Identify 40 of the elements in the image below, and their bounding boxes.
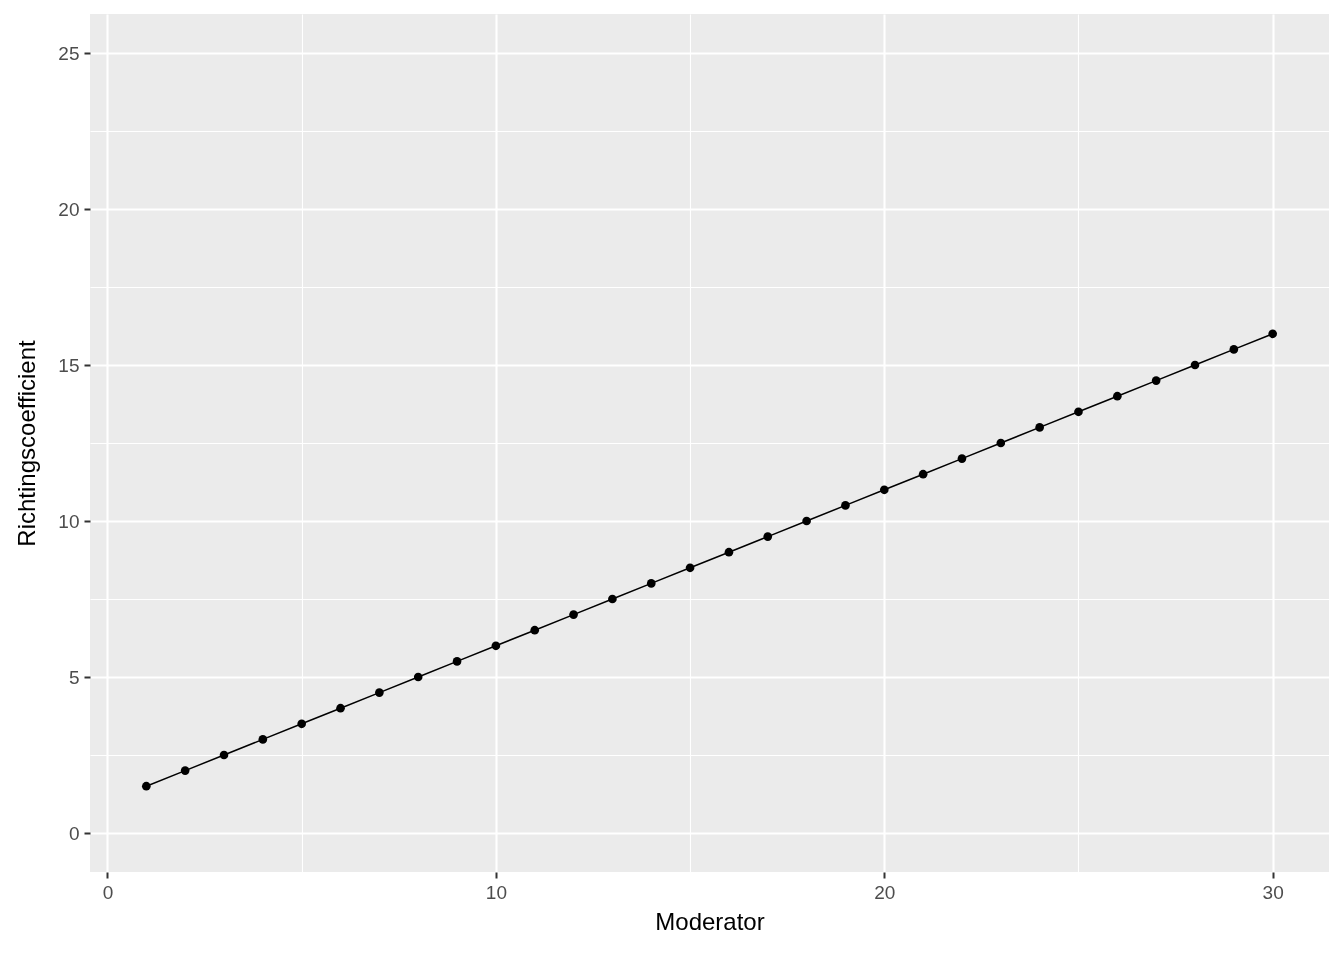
point [1074,407,1083,417]
point [297,719,307,729]
y-tick-label: 0 [68,822,80,844]
x-axis-title: Moderator [655,907,765,935]
point [336,703,345,713]
point [1035,423,1044,432]
point [996,438,1006,448]
y-tick-label: 15 [58,354,80,376]
point [141,781,151,791]
point [724,547,734,557]
y-tick-label: 20 [58,198,80,220]
point [452,657,462,666]
x-tick-label: 10 [485,881,507,903]
point [646,579,656,588]
point [608,594,617,604]
point [802,516,811,526]
point [763,532,773,541]
point [1112,391,1122,401]
point [491,641,501,651]
point [957,454,967,463]
point [1151,376,1161,385]
y-tick-label: 25 [58,42,80,64]
y-axis-title: Richtingscoefficient [13,340,41,547]
point [180,766,190,775]
point [1229,345,1239,354]
point [413,672,423,682]
point [685,563,695,573]
x-tick-label: 0 [102,881,114,903]
point [258,735,268,744]
point [530,625,540,635]
point [841,501,850,510]
point [569,610,578,619]
x-tick-label: 30 [1262,881,1284,903]
point [879,485,889,495]
point [1268,329,1278,339]
point [918,469,928,479]
y-tick-label: 10 [58,510,80,532]
y-tick-label: 5 [68,666,80,688]
x-tick-label: 20 [874,881,896,903]
point [375,688,384,697]
